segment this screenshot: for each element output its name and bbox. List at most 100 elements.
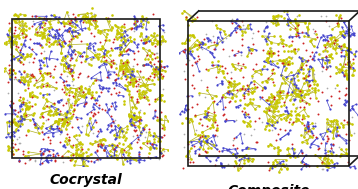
Point xyxy=(198,118,204,121)
Point xyxy=(194,48,199,51)
Point xyxy=(121,73,126,76)
Point xyxy=(188,52,194,55)
Point xyxy=(134,80,139,83)
Point xyxy=(281,62,287,65)
Point xyxy=(199,135,205,138)
Point xyxy=(275,153,281,156)
Point xyxy=(197,134,203,137)
Point xyxy=(54,111,60,114)
Point xyxy=(85,62,91,65)
Point xyxy=(59,43,64,46)
Point xyxy=(11,109,17,112)
Point xyxy=(313,51,318,54)
Point xyxy=(230,152,236,155)
Point xyxy=(96,143,101,146)
Point xyxy=(47,72,53,75)
Point xyxy=(30,74,35,77)
Point xyxy=(20,27,26,30)
Point xyxy=(296,89,301,92)
Point xyxy=(101,60,107,63)
Point xyxy=(54,41,59,44)
Point xyxy=(282,50,287,53)
Point xyxy=(103,87,109,90)
Point xyxy=(129,105,135,108)
Point xyxy=(23,101,29,104)
Point xyxy=(127,76,133,79)
Point xyxy=(141,159,147,162)
Point xyxy=(242,65,248,68)
Point xyxy=(212,118,218,121)
Point xyxy=(126,82,132,85)
Point xyxy=(154,52,160,55)
Point xyxy=(117,129,123,132)
Point xyxy=(333,13,339,16)
Point xyxy=(203,151,209,154)
Point xyxy=(328,95,334,98)
Point xyxy=(234,147,240,150)
Point xyxy=(53,112,59,115)
Point xyxy=(313,153,318,156)
Point xyxy=(328,147,334,150)
Point xyxy=(39,111,45,114)
Point xyxy=(294,74,300,77)
Point xyxy=(284,58,289,61)
Point xyxy=(260,80,265,83)
Point xyxy=(102,139,107,142)
Point xyxy=(78,154,84,157)
Point xyxy=(201,37,207,40)
Point xyxy=(40,84,46,88)
Point xyxy=(348,133,354,136)
Point xyxy=(92,53,98,57)
Point xyxy=(83,58,89,61)
Point xyxy=(271,115,277,118)
Point xyxy=(219,36,224,39)
Point xyxy=(16,80,21,83)
Point xyxy=(98,60,104,63)
Point xyxy=(275,23,281,26)
Point xyxy=(102,52,107,55)
Point xyxy=(103,16,109,19)
Point xyxy=(46,29,52,32)
Point xyxy=(334,45,339,48)
Point xyxy=(281,59,287,62)
Point xyxy=(328,74,333,77)
Point xyxy=(213,143,219,146)
Point xyxy=(268,41,274,44)
Point xyxy=(345,74,350,77)
Point xyxy=(41,150,47,153)
Point xyxy=(36,132,42,135)
Point xyxy=(251,82,257,85)
Point xyxy=(13,45,19,48)
Point xyxy=(350,107,355,110)
Point xyxy=(197,141,203,144)
Point xyxy=(15,59,21,62)
Point xyxy=(127,115,133,118)
Point xyxy=(21,117,27,120)
Point xyxy=(19,19,25,22)
Point xyxy=(336,134,342,137)
Point xyxy=(61,70,67,73)
Point xyxy=(252,70,257,73)
Point xyxy=(110,143,115,146)
Point xyxy=(280,113,286,116)
Point xyxy=(325,165,331,168)
Point xyxy=(60,122,66,125)
Point xyxy=(153,143,159,146)
Point xyxy=(190,34,196,37)
Point xyxy=(63,116,69,119)
Point xyxy=(286,56,292,59)
Point xyxy=(67,86,73,89)
Point xyxy=(224,91,230,94)
Point xyxy=(187,34,193,37)
Point xyxy=(193,133,198,136)
Point xyxy=(102,59,108,62)
Point xyxy=(240,141,245,144)
Point xyxy=(242,88,247,91)
Point xyxy=(267,47,272,50)
Point xyxy=(275,50,281,53)
Point xyxy=(24,54,30,57)
Point xyxy=(135,115,140,119)
Point xyxy=(331,36,337,39)
Point xyxy=(141,128,146,131)
Point xyxy=(64,83,69,86)
